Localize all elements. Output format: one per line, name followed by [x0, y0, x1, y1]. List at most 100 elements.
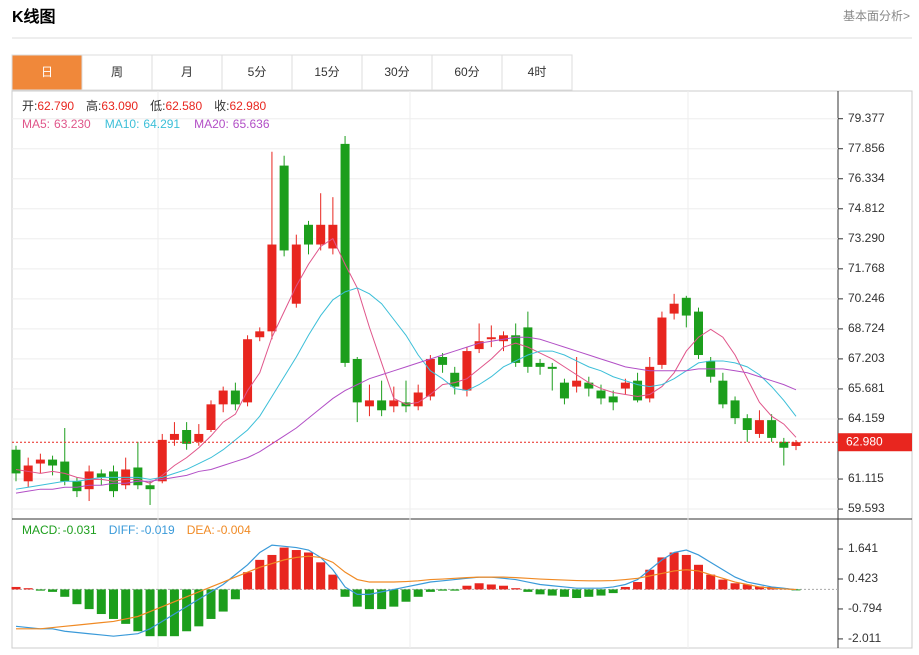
macd-bar [474, 583, 484, 590]
macd-bar [145, 589, 155, 637]
ohlc-label: 收: [214, 99, 229, 113]
candle-body [304, 224, 313, 245]
macd-bar [377, 589, 387, 610]
macd-bar [572, 589, 582, 599]
tab[interactable] [361, 54, 433, 91]
tab[interactable] [221, 54, 293, 91]
ohlc-label: 高: [86, 98, 101, 113]
candle-body [340, 143, 350, 363]
candle-body [474, 341, 484, 350]
macd-bar [255, 559, 265, 590]
y-tick-label: 1.641 [848, 541, 878, 555]
y-tick-label: 64.159 [848, 411, 885, 425]
candle-body [352, 358, 362, 403]
candle-body [681, 297, 691, 316]
macd-bar [718, 579, 728, 590]
macd-bar [438, 589, 448, 591]
tab[interactable] [11, 54, 83, 91]
macd-bar [401, 589, 411, 602]
analysis-link[interactable]: 基本面分析> [843, 9, 910, 23]
candle-body [182, 429, 192, 444]
chart-frame [11, 90, 913, 649]
macd-bar [608, 589, 618, 594]
macd-bar [206, 589, 216, 619]
ma-legend-label: MA5: [22, 117, 50, 131]
ohlc-value: 63.090 [101, 99, 138, 113]
macd-bar [352, 589, 362, 607]
macd-bar [218, 589, 228, 612]
macd-bar [620, 586, 630, 590]
tab-label[interactable]: 60分 [454, 65, 479, 79]
macd-bar [450, 589, 460, 591]
candle-body [596, 390, 606, 399]
candle-body [779, 441, 789, 448]
macd-bar [596, 589, 606, 596]
macd-bar [304, 552, 313, 590]
tab-label[interactable]: 15分 [314, 65, 339, 79]
macd-bar [584, 589, 594, 597]
candle-body [194, 433, 204, 442]
macd-bar [694, 564, 703, 590]
macd-line [15, 544, 797, 637]
candle-body [425, 358, 435, 397]
macd-bar [681, 554, 691, 590]
macd-bar [23, 588, 33, 590]
tab-label[interactable]: 4时 [528, 65, 547, 79]
candle-body [72, 481, 82, 492]
candle-body [547, 366, 557, 369]
macd-line [16, 555, 797, 630]
candle-body [694, 311, 703, 356]
tab[interactable] [291, 54, 363, 91]
macd-legend-value: -0.004 [217, 523, 251, 537]
candle-body [255, 331, 265, 338]
last-price-box [838, 433, 912, 452]
tab-label[interactable]: 日 [41, 65, 53, 79]
tab-label[interactable]: 周 [111, 65, 123, 79]
candle-body [11, 449, 21, 474]
tab[interactable] [431, 54, 503, 91]
ohlc-label: 低: [150, 99, 165, 113]
tab-label[interactable]: 5分 [248, 65, 267, 79]
macd-bar [230, 589, 240, 600]
macd-legend-value: -0.019 [141, 523, 175, 537]
macd-bar [11, 586, 21, 590]
macd-bar [72, 589, 82, 605]
candle-body [84, 471, 94, 490]
candle-body [377, 400, 387, 411]
y-tick-label: -0.794 [848, 601, 882, 615]
tab-label[interactable]: 月 [181, 65, 193, 79]
macd-bar [559, 589, 569, 597]
macd-legend-label: MACD: [22, 523, 61, 537]
ma-legend-value: 63.230 [54, 117, 91, 131]
candle-body [730, 400, 740, 419]
macd-bar [48, 589, 58, 592]
ma-legend-value: 65.636 [233, 117, 270, 131]
macd-bar [84, 589, 94, 610]
candle-body [145, 485, 155, 490]
macd-bar [169, 589, 179, 637]
candle-body [791, 442, 801, 446]
candle-body [462, 351, 472, 391]
last-price-label: 62.980 [846, 434, 883, 448]
macd-bar [389, 589, 399, 607]
y-tick-label: 77.856 [848, 141, 885, 155]
macd-bar [547, 589, 557, 596]
macd-legend-label: DEA: [187, 523, 215, 537]
macd-bar [425, 589, 435, 592]
ma-legend-label: MA10: [105, 117, 140, 131]
macd-bar [523, 589, 533, 592]
macd-bar [194, 589, 204, 627]
macd-bar [340, 589, 350, 597]
tab[interactable] [501, 54, 573, 91]
candle-body [572, 380, 582, 387]
macd-bar [35, 589, 45, 591]
macd-bar [730, 583, 740, 590]
ohlc-label: 开: [22, 99, 37, 113]
candle-body [645, 366, 655, 399]
candle-body [316, 224, 326, 245]
tab-label[interactable]: 30分 [384, 65, 409, 79]
candle-body [511, 335, 521, 363]
macd-bar [535, 589, 545, 595]
ohlc-value: 62.580 [165, 99, 202, 113]
candle-body [169, 433, 179, 440]
